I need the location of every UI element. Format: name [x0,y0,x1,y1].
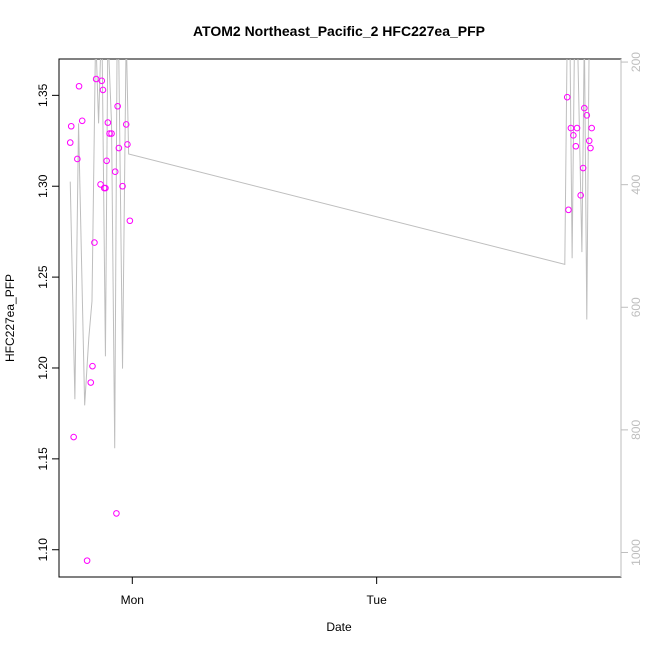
y-tick-label: 1.20 [36,356,50,380]
data-point [124,141,131,148]
data-point [89,362,96,370]
data-point [583,112,591,119]
data-point [113,510,120,517]
data-point [588,124,595,132]
data-point [119,182,126,190]
data-point [579,164,587,172]
series-points [66,75,595,564]
y-tick-label: 1.30 [36,174,50,198]
y2-tick-label: 200 [629,52,643,72]
data-point [108,130,115,137]
data-point [567,124,575,132]
data-point [563,93,571,101]
data-point [572,142,580,150]
data-point [122,121,130,128]
x-tick-label: Tue [367,593,388,607]
y2-tick-label: 1000 [629,539,643,566]
y-axis-title: HFC227ea_PFP [3,274,17,362]
data-point [114,102,121,110]
data-point [106,130,113,137]
data-point [104,119,112,126]
data-point [587,144,594,152]
data-point [126,217,134,225]
data-point [111,168,119,175]
x-tick-label: Mon [121,593,144,607]
y2-tick-label: 400 [629,174,643,194]
data-point [78,117,86,125]
y2-tick-label: 800 [629,420,643,440]
data-point [74,155,81,163]
series-line [69,59,590,449]
y-tick-label: 1.35 [36,83,50,107]
y-axis: 1.10 1.15 1.20 1.25 1.30 1.35 [36,83,59,561]
y-tick-label: 1.15 [36,447,50,471]
data-point [573,124,581,132]
y2-axis: 200 400 600 800 1000 [621,52,643,566]
series-line-path [69,59,590,449]
data-point [102,184,109,192]
data-point [115,144,123,152]
data-point [99,86,107,94]
data-point [66,139,74,146]
data-point [581,104,588,112]
data-point [91,239,98,246]
x-axis-title: Date [326,620,352,634]
chart-title: ATOM2 Northeast_Pacific_2 HFC227ea_PFP [193,23,485,39]
data-point [577,192,584,199]
data-point [570,132,577,139]
x-axis: Mon Tue [121,577,387,607]
data-point [565,206,572,214]
y-tick-label: 1.10 [36,538,50,562]
y2-tick-label: 600 [629,297,643,317]
data-point [87,379,95,386]
data-point [103,157,110,165]
y-tick-label: 1.25 [36,265,50,289]
data-point [70,433,77,441]
data-point [92,75,100,83]
data-point [97,181,104,188]
data-point [67,122,75,130]
data-point [83,557,91,564]
data-point [75,82,83,90]
data-point [585,137,593,145]
data-point [98,77,106,85]
